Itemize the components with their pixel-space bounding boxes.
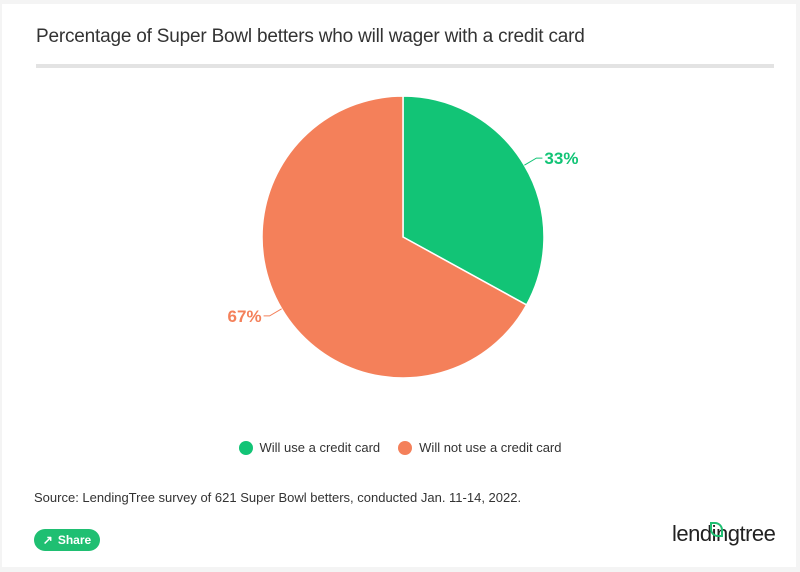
label-leader-line — [524, 157, 543, 166]
label-leader-line — [263, 308, 282, 317]
leaf-icon — [710, 522, 723, 537]
chart-title: Percentage of Super Bowl betters who wil… — [36, 26, 585, 47]
share-label: Share — [57, 533, 92, 547]
legend-label: Will not use a credit card — [419, 440, 562, 455]
lendingtree-logo: lendingtree — [672, 521, 776, 546]
pie-slice[interactable] — [402, 95, 545, 306]
data-label: 33% — [544, 149, 578, 168]
source-note: Source: LendingTree survey of 621 Super … — [34, 490, 522, 505]
title-divider — [36, 64, 774, 68]
share-button[interactable]: ↗ Share — [34, 529, 100, 551]
legend-marker — [398, 440, 413, 455]
data-label: 67% — [228, 307, 262, 326]
legend-item-not-use[interactable]: Will not use a credit card — [398, 440, 562, 455]
legend-item-use[interactable]: Will use a credit card — [238, 440, 381, 455]
legend: Will use a credit card Will not use a cr… — [0, 440, 800, 455]
share-icon: ↗ — [42, 533, 53, 547]
legend-marker — [238, 440, 253, 455]
legend-label: Will use a credit card — [259, 440, 381, 455]
